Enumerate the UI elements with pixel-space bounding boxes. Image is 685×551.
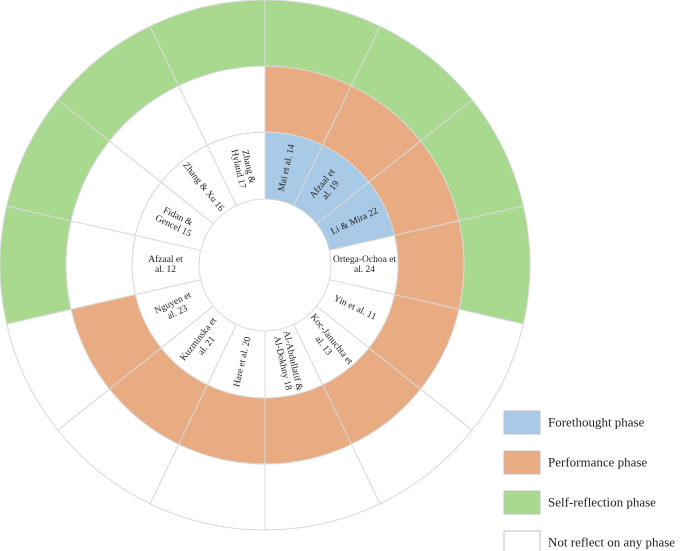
legend-label-self-reflection: Self-reflection phase <box>548 494 656 509</box>
segment-afzaal-et-al-12-ring-2 <box>65 220 136 310</box>
segment-ortega-ochoa-et-al-24-ring-2 <box>394 220 465 310</box>
legend-label-none: Not reflect on any phase <box>548 534 675 549</box>
legend-swatch-none <box>503 530 541 551</box>
legend-label-forethought: Forethought phase <box>548 414 645 429</box>
sunburst-rings <box>0 0 531 531</box>
segment-afzaal-et-al-12-ring-3 <box>0 205 72 325</box>
legend: Forethought phase Performance phase Self-r… <box>503 410 675 551</box>
legend-swatch-forethought <box>503 410 541 435</box>
legend-label-performance: Performance phase <box>548 454 647 469</box>
study-label-afzaal-et-al-12: Afzaal et al. 12 <box>148 254 183 275</box>
study-label-ortega-ochoa-et-al-24: Ortega-Ochoa et al. 24 <box>333 255 396 275</box>
legend-swatch-self-reflection <box>503 490 541 515</box>
legend-swatch-performance <box>503 450 541 475</box>
segment-ortega-ochoa-et-al-24-ring-3 <box>458 205 531 325</box>
segment-zhang-hyland-17-ring-3 <box>149 0 266 87</box>
